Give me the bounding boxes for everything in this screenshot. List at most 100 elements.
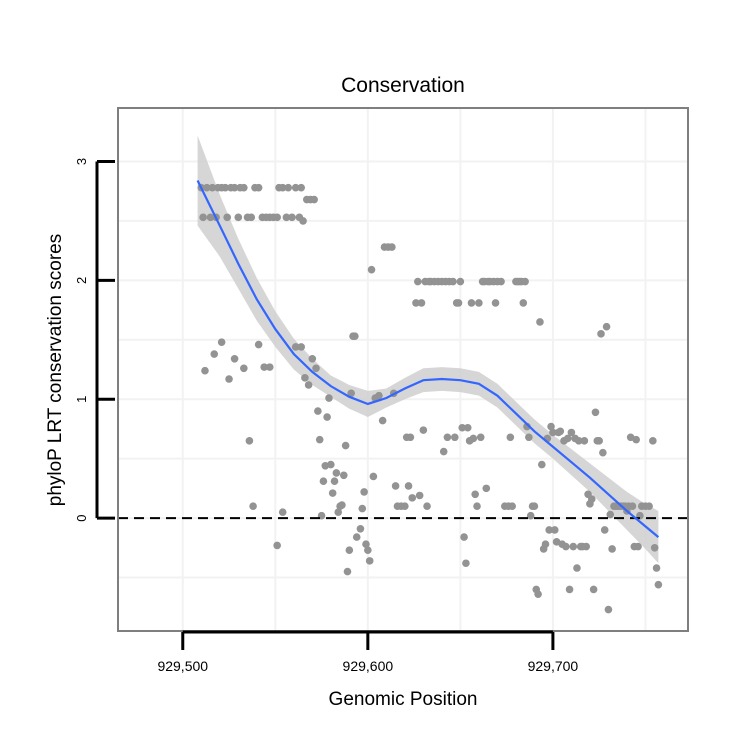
data-point [338, 501, 346, 509]
data-point [301, 374, 309, 382]
data-point [549, 428, 557, 437]
data-point [221, 183, 230, 192]
data-point [547, 422, 555, 431]
axes: 0 1 2 3 929,500 929,600 929,700 [74, 158, 578, 674]
data-point [358, 504, 367, 513]
data-point [314, 407, 322, 415]
data-point [569, 542, 578, 551]
data-point [356, 524, 365, 533]
data-point [562, 542, 570, 551]
data-point [482, 484, 491, 493]
data-point [469, 434, 478, 443]
data-point [634, 542, 642, 551]
data-point [537, 460, 546, 469]
data-point [530, 502, 539, 510]
data-point [423, 502, 431, 510]
data-point [312, 364, 320, 373]
data-point [589, 585, 598, 594]
data-point [234, 213, 243, 222]
data-point [297, 183, 306, 192]
data-point [475, 299, 483, 307]
data-point [308, 355, 317, 363]
data-point [291, 183, 300, 192]
data-point [210, 350, 219, 358]
y-axis-label: phyloP LRT conservation scores [45, 234, 66, 507]
data-point [497, 277, 505, 286]
data-point [649, 437, 657, 445]
data-point [463, 423, 472, 432]
data-point [240, 364, 248, 373]
data-point [203, 183, 211, 192]
data-point [454, 299, 463, 307]
x-tick-label: 929,500 [157, 658, 208, 674]
data-point [369, 472, 378, 481]
data-point [339, 471, 348, 480]
data-point [536, 318, 544, 326]
data-point [367, 265, 376, 274]
smooth-trend-line [196, 180, 660, 538]
data-point [632, 435, 640, 444]
data-point [591, 408, 600, 417]
data-point [608, 545, 616, 553]
data-point [526, 511, 535, 520]
data-point [449, 277, 457, 286]
data-point [471, 490, 479, 499]
data-point [652, 564, 661, 572]
data-point [378, 416, 387, 425]
data-point [273, 213, 281, 222]
data-point [391, 482, 400, 490]
data-point [254, 183, 263, 192]
data-point [451, 433, 459, 442]
data-point [556, 427, 565, 436]
data-point [310, 195, 318, 204]
data-point [563, 434, 572, 443]
data-point [225, 375, 233, 383]
x-axis-label: Genomic Position [329, 689, 478, 710]
data-point [443, 433, 452, 442]
data-point [304, 381, 313, 389]
data-point [343, 567, 352, 576]
data-point [282, 213, 291, 222]
data-point [650, 543, 659, 552]
data-point [541, 540, 550, 549]
data-point [415, 491, 424, 500]
data-point [460, 533, 468, 541]
data-point [602, 322, 611, 331]
y-tick-label: 2 [74, 277, 89, 284]
data-point [412, 299, 420, 307]
data-point [606, 510, 615, 519]
data-point [597, 330, 605, 338]
data-point [565, 585, 574, 594]
data-point [332, 469, 341, 477]
data-point [388, 243, 396, 251]
data-point [284, 183, 293, 192]
data-point [408, 494, 417, 502]
data-point [291, 343, 300, 351]
data-point [419, 426, 428, 434]
data-point [341, 441, 350, 450]
data-point [600, 526, 609, 534]
data-point [347, 389, 355, 398]
data-point [360, 488, 368, 496]
data-point [199, 213, 207, 222]
data-point [417, 299, 426, 307]
data-point [245, 437, 254, 445]
data-point [223, 213, 231, 222]
data-point [456, 277, 465, 286]
data-point [521, 277, 529, 286]
data-point [406, 433, 415, 442]
data-point [476, 433, 485, 442]
data-point [265, 363, 274, 371]
data-point [467, 299, 476, 307]
data-point [401, 502, 409, 510]
data-point [260, 363, 269, 371]
data-point [404, 482, 413, 490]
data-point [508, 502, 516, 510]
chart-title: Conservation [341, 74, 465, 97]
data-point [319, 477, 328, 486]
data-point [330, 477, 339, 486]
data-point [365, 557, 374, 565]
data-point [273, 541, 281, 550]
